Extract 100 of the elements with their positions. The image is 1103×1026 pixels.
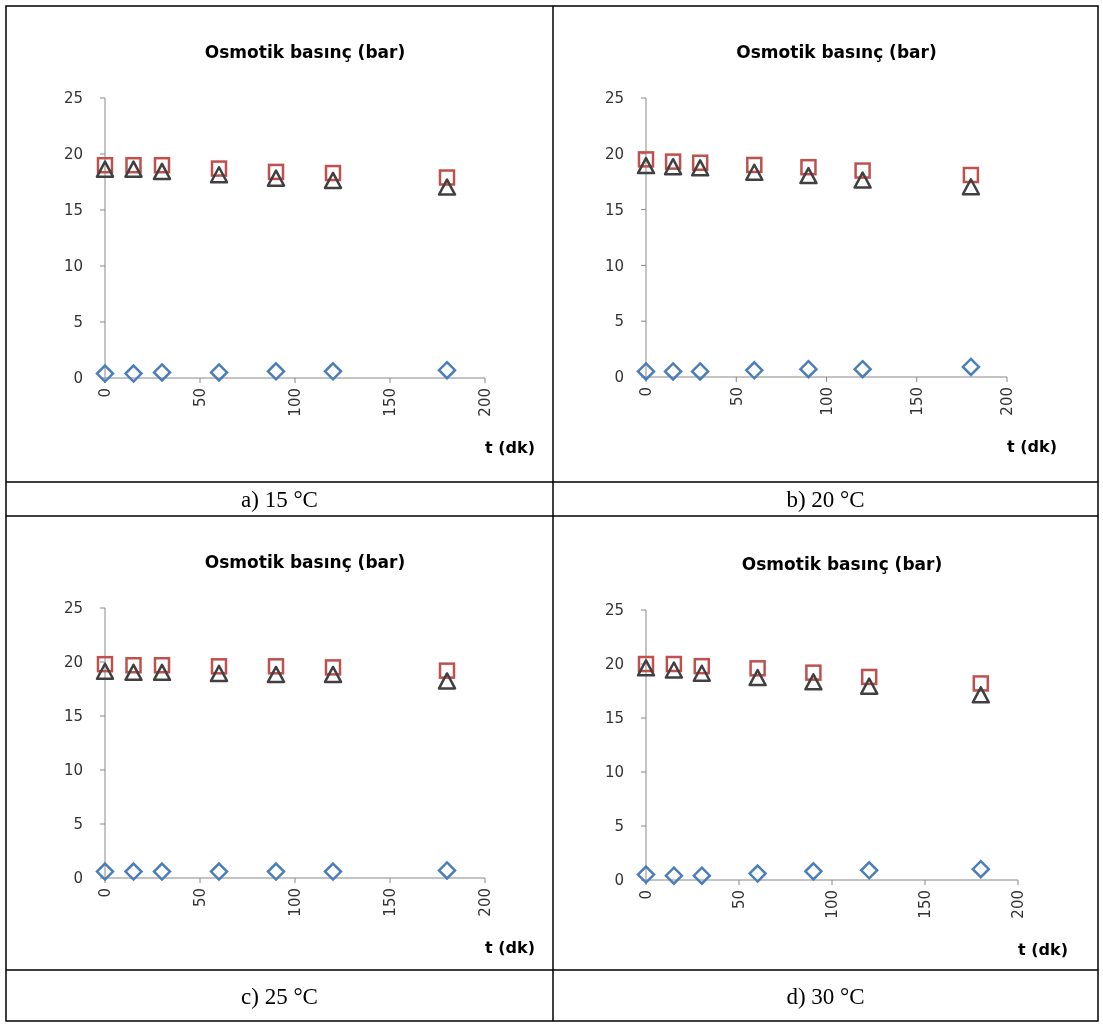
point (152, 162, 172, 181)
point (437, 672, 457, 690)
point (636, 865, 656, 884)
y-tick-label: 25 (604, 601, 624, 620)
point (95, 364, 115, 383)
y-tick-label: 5 (614, 817, 624, 836)
y-tick-label: 0 (73, 869, 83, 888)
y-tick-label: 5 (73, 313, 83, 332)
point (323, 362, 343, 381)
text: d) 30 °C (786, 983, 865, 1009)
point (323, 171, 343, 190)
y-tick-label: 10 (63, 761, 83, 780)
chart-title: Osmotik basınç (bar) (741, 554, 943, 574)
point (804, 673, 823, 691)
point (663, 362, 683, 381)
point (95, 862, 115, 881)
point (664, 661, 684, 679)
x-tick-label: 0 (96, 388, 115, 398)
point (437, 360, 457, 380)
point (690, 362, 710, 381)
point (437, 178, 457, 196)
y-tick-label: 10 (63, 257, 83, 276)
point (266, 665, 286, 684)
point (210, 658, 228, 675)
x-tick-label: 150 (908, 387, 926, 416)
x-tick-label: 200 (1009, 890, 1028, 919)
point (209, 363, 229, 382)
point (266, 169, 286, 187)
point (152, 663, 172, 682)
y-tick-label: 5 (73, 815, 83, 834)
chart-title: Osmotik basınç (bar) (736, 42, 937, 62)
x-axis-title: t (dk) (485, 938, 535, 957)
point (152, 363, 172, 382)
point (437, 861, 457, 880)
point (209, 664, 229, 683)
point (665, 655, 683, 673)
point (799, 166, 818, 185)
x-tick-label: 100 (286, 888, 305, 917)
x-tick-label: 0 (637, 387, 656, 397)
y-tick-label: 20 (63, 145, 83, 164)
y-tick-label: 10 (604, 256, 624, 275)
x-axis-title: t (dk) (1007, 437, 1057, 456)
point (692, 664, 712, 682)
x-tick-label: 100 (823, 890, 842, 919)
x-tick-label: 150 (916, 890, 935, 919)
point (859, 861, 879, 880)
point (854, 162, 871, 179)
chart-title: Osmotik basınç (bar) (204, 42, 406, 62)
point (691, 154, 709, 171)
point (961, 178, 981, 196)
point (636, 659, 656, 677)
point (209, 166, 229, 184)
point (124, 364, 143, 383)
point (690, 159, 710, 177)
point (799, 359, 818, 379)
point (267, 163, 285, 181)
x-axis-title: t (dk) (1018, 940, 1068, 959)
y-tick-label: 25 (604, 89, 624, 108)
x-tick-label: 50 (191, 388, 210, 408)
point (266, 862, 286, 881)
point (636, 156, 656, 175)
x-tick-label: 50 (191, 888, 210, 908)
point (748, 864, 767, 883)
x-axis-title: t (dk) (485, 438, 535, 457)
point (636, 362, 656, 381)
y-tick-label: 10 (604, 763, 624, 782)
point (664, 866, 684, 885)
x-tick-label: 150 (381, 888, 400, 917)
point (971, 859, 991, 879)
point (860, 668, 878, 686)
point (748, 668, 767, 687)
point (96, 655, 114, 673)
point (152, 862, 172, 881)
y-tick-label: 25 (63, 599, 83, 618)
point (209, 862, 229, 881)
point (95, 662, 115, 680)
x-tick-label: 0 (637, 890, 656, 900)
x-tick-label: 100 (286, 388, 305, 417)
y-tick-label: 5 (614, 312, 624, 331)
y-tick-label: 25 (63, 89, 83, 108)
y-tick-label: 15 (604, 709, 624, 728)
point (961, 357, 981, 377)
point (266, 362, 286, 381)
point (153, 156, 171, 174)
point (745, 163, 764, 182)
point (971, 686, 991, 704)
point (692, 866, 712, 885)
point (125, 156, 142, 174)
point (124, 862, 143, 881)
point (745, 361, 764, 380)
x-tick-label: 100 (817, 387, 836, 416)
x-tick-label: 200 (476, 888, 495, 917)
point (637, 151, 655, 168)
y-tick-label: 15 (604, 200, 624, 219)
point (324, 659, 342, 676)
point (664, 153, 682, 170)
point (323, 665, 343, 684)
point (124, 663, 143, 682)
point (323, 862, 343, 881)
x-tick-label: 0 (96, 888, 115, 898)
